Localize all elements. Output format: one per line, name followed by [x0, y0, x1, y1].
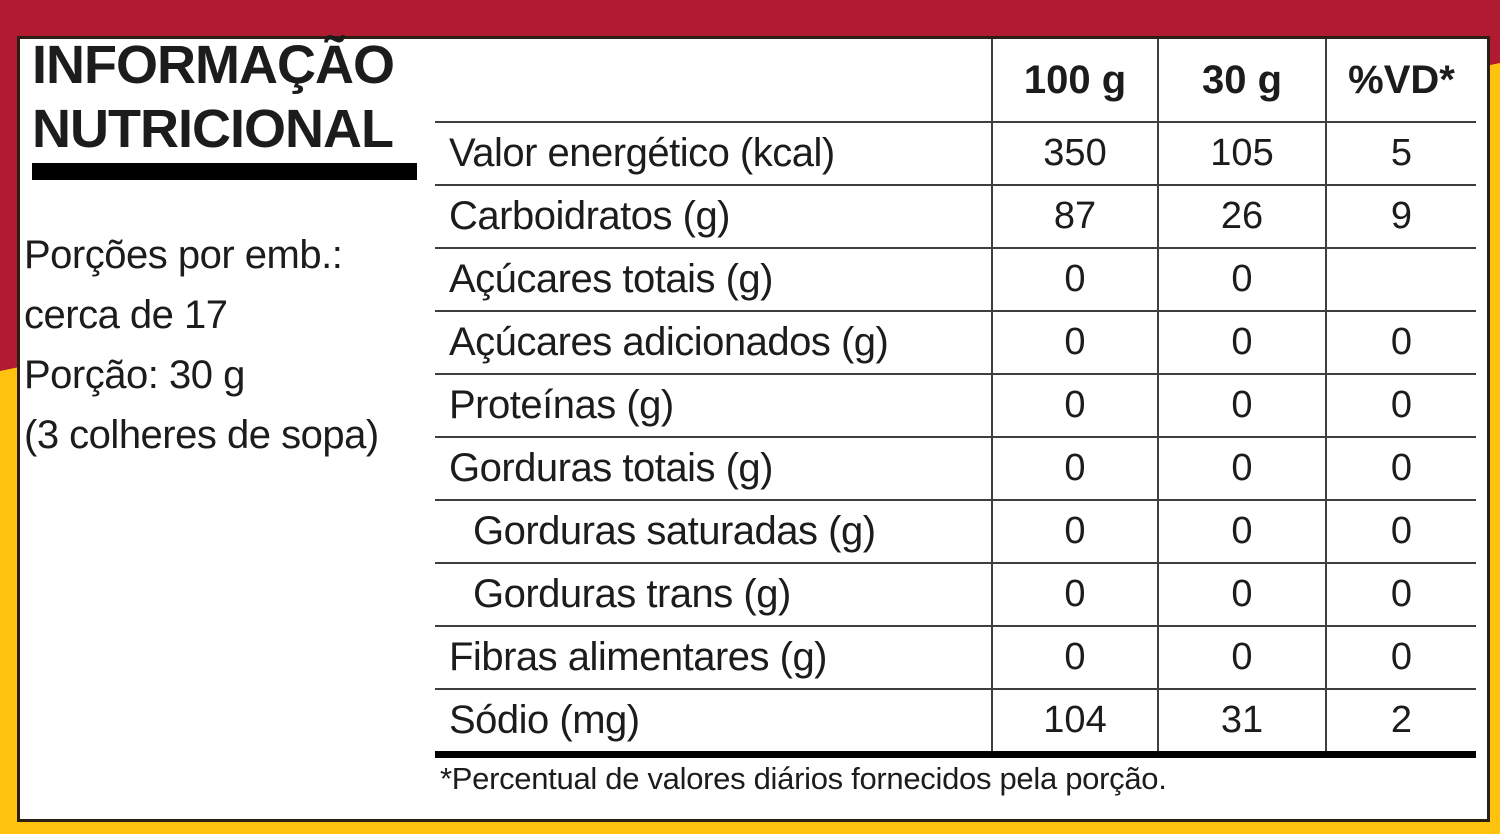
nutrient-label: Gorduras trans (g)	[473, 572, 791, 616]
value-percent-dv: 0	[1325, 627, 1476, 688]
value-percent-dv	[1325, 249, 1476, 310]
nutrition-table: 100 g 30 g %VD* Valor energético (kcal) …	[435, 39, 1476, 758]
value-per-30g: 31	[1157, 690, 1325, 751]
servings-per-package: Porções por emb.:	[24, 233, 343, 277]
value-percent-dv: 5	[1325, 123, 1476, 184]
table-row: Carboidratos (g) 87 26 9	[435, 186, 1476, 249]
table-row: Gorduras saturadas (g) 0 0 0	[435, 501, 1476, 564]
value-per-100g: 0	[991, 375, 1157, 436]
header-per-30g: 30 g	[1157, 39, 1325, 121]
header-percent-dv: %VD*	[1325, 39, 1476, 121]
serving-info: Porções por emb.: cerca de 17 Porção: 30…	[24, 225, 444, 465]
value-per-100g: 0	[991, 501, 1157, 562]
table-header-row: 100 g 30 g %VD*	[435, 39, 1476, 123]
value-percent-dv: 2	[1325, 690, 1476, 751]
panel-title: INFORMAÇÃO NUTRICIONAL	[32, 33, 432, 161]
serving-size-household: (3 colheres de sopa)	[24, 413, 379, 457]
title-underline-bar	[32, 163, 417, 180]
nutrient-label: Sódio (mg)	[449, 698, 640, 742]
value-per-100g: 0	[991, 564, 1157, 625]
nutrient-label: Fibras alimentares (g)	[449, 635, 828, 679]
panel-title-line2: NUTRICIONAL	[32, 99, 394, 159]
nutrient-label: Valor energético (kcal)	[449, 131, 835, 175]
table-row: Gorduras trans (g) 0 0 0	[435, 564, 1476, 627]
table-row: Açúcares totais (g) 0 0	[435, 249, 1476, 312]
value-per-30g: 0	[1157, 375, 1325, 436]
value-percent-dv: 0	[1325, 501, 1476, 562]
value-per-30g: 0	[1157, 249, 1325, 310]
value-per-100g: 0	[991, 249, 1157, 310]
value-per-30g: 0	[1157, 501, 1325, 562]
value-per-100g: 350	[991, 123, 1157, 184]
nutrition-panel: INFORMAÇÃO NUTRICIONAL Porções por emb.:…	[17, 33, 1490, 822]
panel-title-line1: INFORMAÇÃO	[32, 35, 395, 95]
value-percent-dv: 9	[1325, 186, 1476, 247]
nutrient-label: Gorduras totais (g)	[449, 446, 773, 490]
value-per-100g: 104	[991, 690, 1157, 751]
value-per-100g: 0	[991, 627, 1157, 688]
table-row: Valor energético (kcal) 350 105 5	[435, 123, 1476, 186]
value-per-30g: 0	[1157, 312, 1325, 373]
serving-size: Porção: 30 g	[24, 353, 245, 397]
nutrient-label: Carboidratos (g)	[449, 194, 731, 238]
table-row: Açúcares adicionados (g) 0 0 0	[435, 312, 1476, 375]
value-per-100g: 87	[991, 186, 1157, 247]
value-per-30g: 105	[1157, 123, 1325, 184]
table-row: Sódio (mg) 104 31 2	[435, 690, 1476, 758]
header-per-100g: 100 g	[991, 39, 1157, 121]
nutrient-label: Gorduras saturadas (g)	[473, 509, 876, 553]
value-per-30g: 0	[1157, 438, 1325, 499]
value-percent-dv: 0	[1325, 312, 1476, 373]
table-row: Proteínas (g) 0 0 0	[435, 375, 1476, 438]
servings-per-package-value: cerca de 17	[24, 293, 228, 337]
table-row: Gorduras totais (g) 0 0 0	[435, 438, 1476, 501]
value-per-30g: 0	[1157, 627, 1325, 688]
daily-values-footnote: *Percentual de valores diários fornecido…	[440, 761, 1167, 796]
header-nutrient-blank	[435, 39, 991, 121]
table-row: Fibras alimentares (g) 0 0 0	[435, 627, 1476, 690]
value-percent-dv: 0	[1325, 564, 1476, 625]
value-per-30g: 26	[1157, 186, 1325, 247]
value-per-100g: 0	[991, 438, 1157, 499]
value-percent-dv: 0	[1325, 438, 1476, 499]
nutrient-label: Açúcares totais (g)	[449, 257, 773, 301]
nutrient-label: Açúcares adicionados (g)	[449, 320, 889, 364]
value-per-30g: 0	[1157, 564, 1325, 625]
value-per-100g: 0	[991, 312, 1157, 373]
value-percent-dv: 0	[1325, 375, 1476, 436]
nutrient-label: Proteínas (g)	[449, 383, 674, 427]
